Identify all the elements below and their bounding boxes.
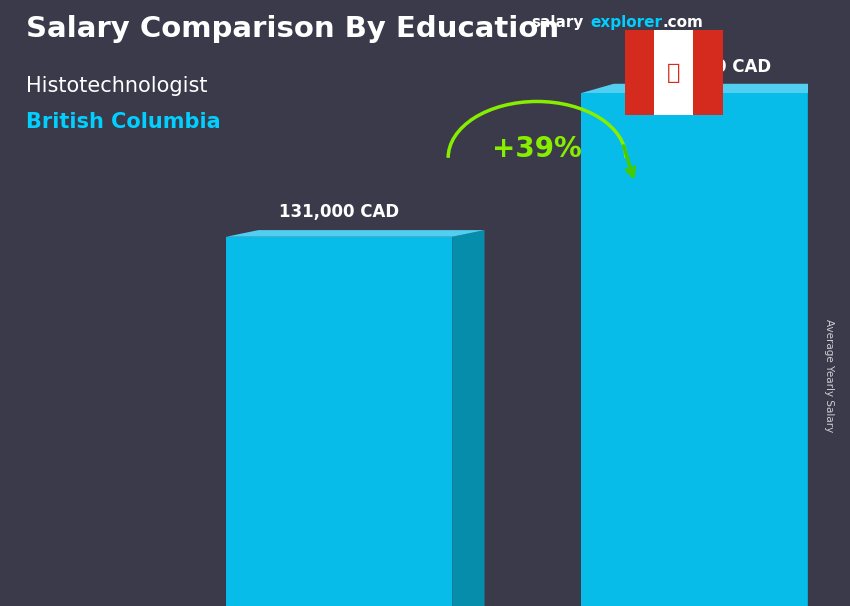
- Polygon shape: [808, 84, 840, 606]
- Text: British Columbia: British Columbia: [26, 112, 220, 132]
- Text: Salary Comparison By Education: Salary Comparison By Education: [26, 15, 558, 43]
- Polygon shape: [654, 30, 693, 115]
- Text: Histotechnologist: Histotechnologist: [26, 76, 207, 96]
- Text: salary: salary: [531, 15, 584, 30]
- Polygon shape: [693, 30, 722, 115]
- Polygon shape: [226, 230, 484, 237]
- Polygon shape: [581, 93, 808, 606]
- Text: 131,000 CAD: 131,000 CAD: [279, 203, 400, 221]
- Polygon shape: [625, 30, 654, 115]
- Text: explorer: explorer: [591, 15, 663, 30]
- Text: Average Yearly Salary: Average Yearly Salary: [824, 319, 834, 432]
- Text: 182,000 CAD: 182,000 CAD: [650, 58, 771, 76]
- Text: .com: .com: [663, 15, 704, 30]
- Text: +39%: +39%: [492, 135, 582, 164]
- Polygon shape: [452, 230, 484, 606]
- Polygon shape: [226, 237, 452, 606]
- Text: 🍁: 🍁: [667, 62, 680, 83]
- Polygon shape: [581, 84, 840, 93]
